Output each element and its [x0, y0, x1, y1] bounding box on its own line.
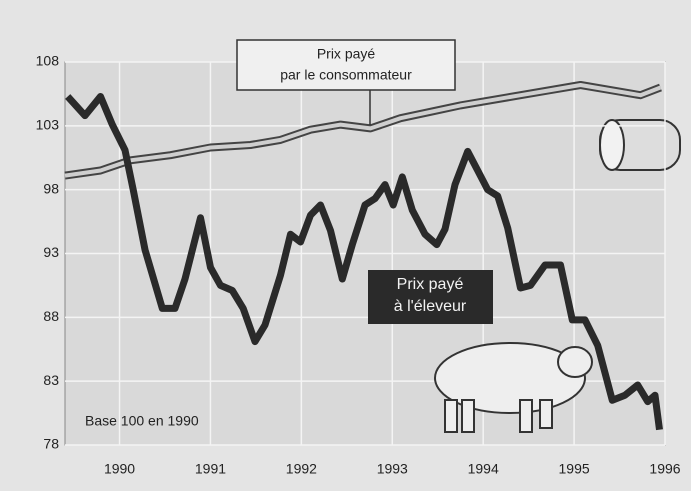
x-tick-label: 1996	[649, 461, 680, 477]
series-label: Prix payé	[317, 46, 376, 62]
y-tick-label: 78	[43, 436, 59, 452]
series-label: à l'éleveur	[394, 298, 467, 315]
x-tick-label: 1992	[286, 461, 317, 477]
x-tick-label: 1990	[104, 461, 135, 477]
x-tick-label: 1995	[559, 461, 590, 477]
y-tick-label: 108	[36, 53, 60, 69]
x-tick-label: 1994	[468, 461, 499, 477]
y-tick-label: 88	[43, 308, 59, 324]
series-label: par le consommateur	[280, 67, 412, 83]
y-tick-label: 83	[43, 372, 59, 388]
x-tick-label: 1993	[377, 461, 408, 477]
y-tick-label: 98	[43, 180, 59, 196]
x-tick-label: 1991	[195, 461, 226, 477]
note: Base 100 en 1990	[85, 413, 199, 429]
sausage-icon	[600, 120, 680, 170]
series-label: Prix payé	[397, 276, 464, 293]
y-tick-label: 93	[43, 244, 59, 260]
y-tick-label: 103	[36, 117, 60, 133]
chart: 78 83 88 93 98 103 108 1990 1991 1992 1993 1994 1995…	[0, 0, 691, 491]
